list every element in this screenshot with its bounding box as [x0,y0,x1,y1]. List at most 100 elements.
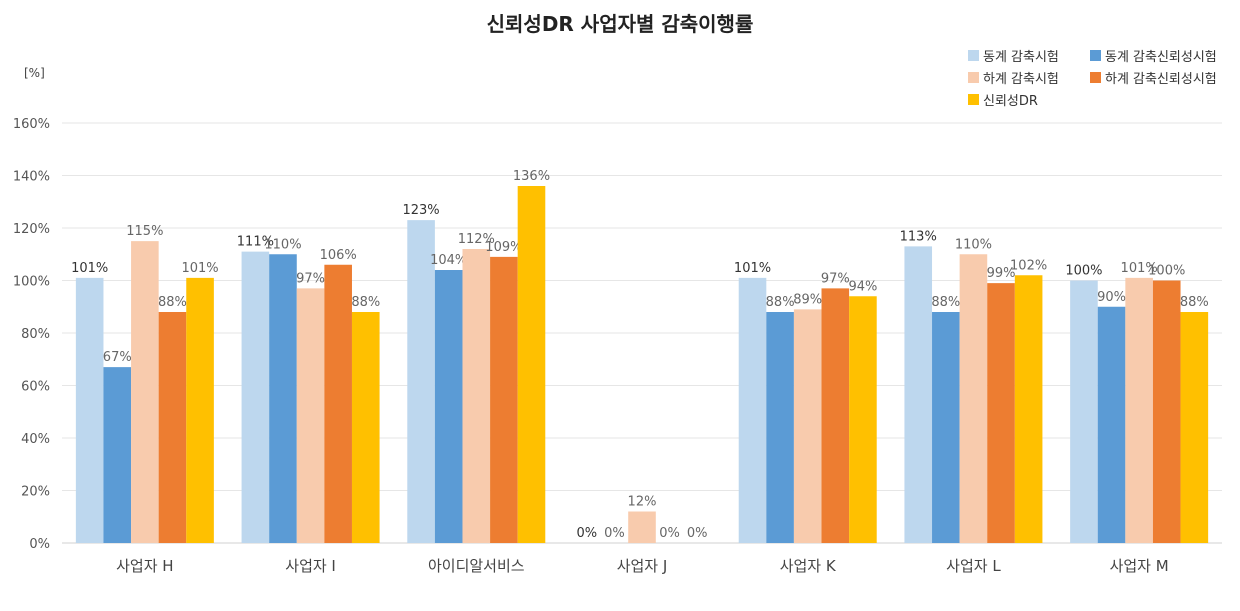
bar [103,367,132,543]
bar [517,186,546,543]
legend-item: 하계 감축시험 [968,68,1090,87]
data-label: 97% [296,271,325,286]
data-label: 104% [430,253,467,268]
data-label: 88% [1180,295,1209,310]
data-label: 0% [687,526,708,541]
bar [987,283,1015,543]
data-label: 12% [628,495,657,510]
bar [766,312,794,543]
y-tick-label: 120% [13,222,50,237]
y-tick-label: 20% [21,485,50,500]
data-label: 102% [1010,258,1047,273]
bar [490,256,518,543]
bar [1180,312,1209,543]
bar [296,288,325,543]
legend-swatch [968,72,979,83]
data-label: 94% [848,279,877,294]
bar [1014,275,1043,543]
bar [1152,280,1181,543]
bar [434,270,463,543]
legend-item: 신뢰성DR [968,90,1090,109]
bar [959,254,988,543]
bar [131,241,159,543]
data-label: 101% [181,261,218,276]
data-label: 136% [513,169,550,184]
bar [407,220,435,543]
chart-title: 신뢰성DR 사업자별 감축이행률 [486,12,754,36]
data-label: 0% [576,526,597,541]
bar [821,288,850,543]
data-label: 88% [931,295,960,310]
data-label: 101% [734,261,771,276]
bar [186,277,214,543]
bar [462,249,491,543]
bar [628,511,656,543]
y-tick-label: 80% [21,327,50,342]
data-label: 111% [237,235,274,250]
data-label: 99% [987,266,1016,281]
bar [241,251,270,543]
data-label: 113% [900,229,937,244]
data-label: 88% [351,295,380,310]
y-tick-label: 160% [13,117,50,132]
y-tick-label: 140% [13,170,50,185]
bar [1070,280,1098,543]
y-tick-label: 60% [21,380,50,395]
data-label: 101% [1121,261,1158,276]
x-tick-label: 사업자 L [946,557,1001,575]
legend-item: 동계 감축시험 [968,46,1090,65]
legend-item: 하계 감축신뢰성시험 [1090,68,1230,87]
bar [738,277,767,543]
data-label: 109% [485,240,522,255]
data-label: 110% [264,237,301,252]
legend-label: 하계 감축시험 [983,72,1059,87]
bar [1125,277,1153,543]
data-label: 89% [793,292,822,307]
x-tick-label: 사업자 M [1110,557,1169,575]
legend-label: 동계 감축시험 [983,50,1059,65]
legend-label: 동계 감축신뢰성시험 [1105,50,1217,65]
legend-swatch [968,94,979,105]
legend-swatch [1090,50,1101,61]
bar [75,277,104,543]
data-label: 110% [955,237,992,252]
data-label: 115% [126,224,163,239]
data-label: 112% [458,232,495,247]
data-label: 88% [766,295,795,310]
legend-item: 동계 감축신뢰성시험 [1090,46,1230,65]
bar [324,264,352,543]
bar [849,296,877,543]
y-tick-label: 0% [29,537,50,552]
data-label: 0% [604,526,625,541]
data-label: 100% [1148,264,1185,279]
data-label: 106% [320,248,357,263]
bar [269,254,297,543]
data-label: 0% [659,526,680,541]
x-tick-label: 사업자 I [285,557,336,575]
data-label: 100% [1065,264,1102,279]
bar [904,246,933,543]
x-tick-label: 사업자 J [617,557,668,575]
data-label: 101% [71,261,108,276]
y-tick-label: 40% [21,432,50,447]
data-label: 88% [158,295,187,310]
x-tick-label: 사업자 K [780,557,837,575]
data-label: 67% [103,350,132,365]
bar [351,312,380,543]
bar [1097,306,1126,543]
legend-label: 신뢰성DR [983,94,1038,109]
y-tick-label: 100% [13,275,50,290]
data-label: 123% [402,203,439,218]
bar [932,312,960,543]
data-label: 90% [1097,290,1126,305]
bar [158,312,187,543]
x-tick-label: 아이디알서비스 [428,557,525,575]
x-tick-label: 사업자 H [116,557,173,575]
data-label: 97% [821,271,850,286]
legend-swatch [968,50,979,61]
legend-label: 하계 감축신뢰성시험 [1105,72,1217,87]
bar [793,309,822,543]
legend-swatch [1090,72,1101,83]
